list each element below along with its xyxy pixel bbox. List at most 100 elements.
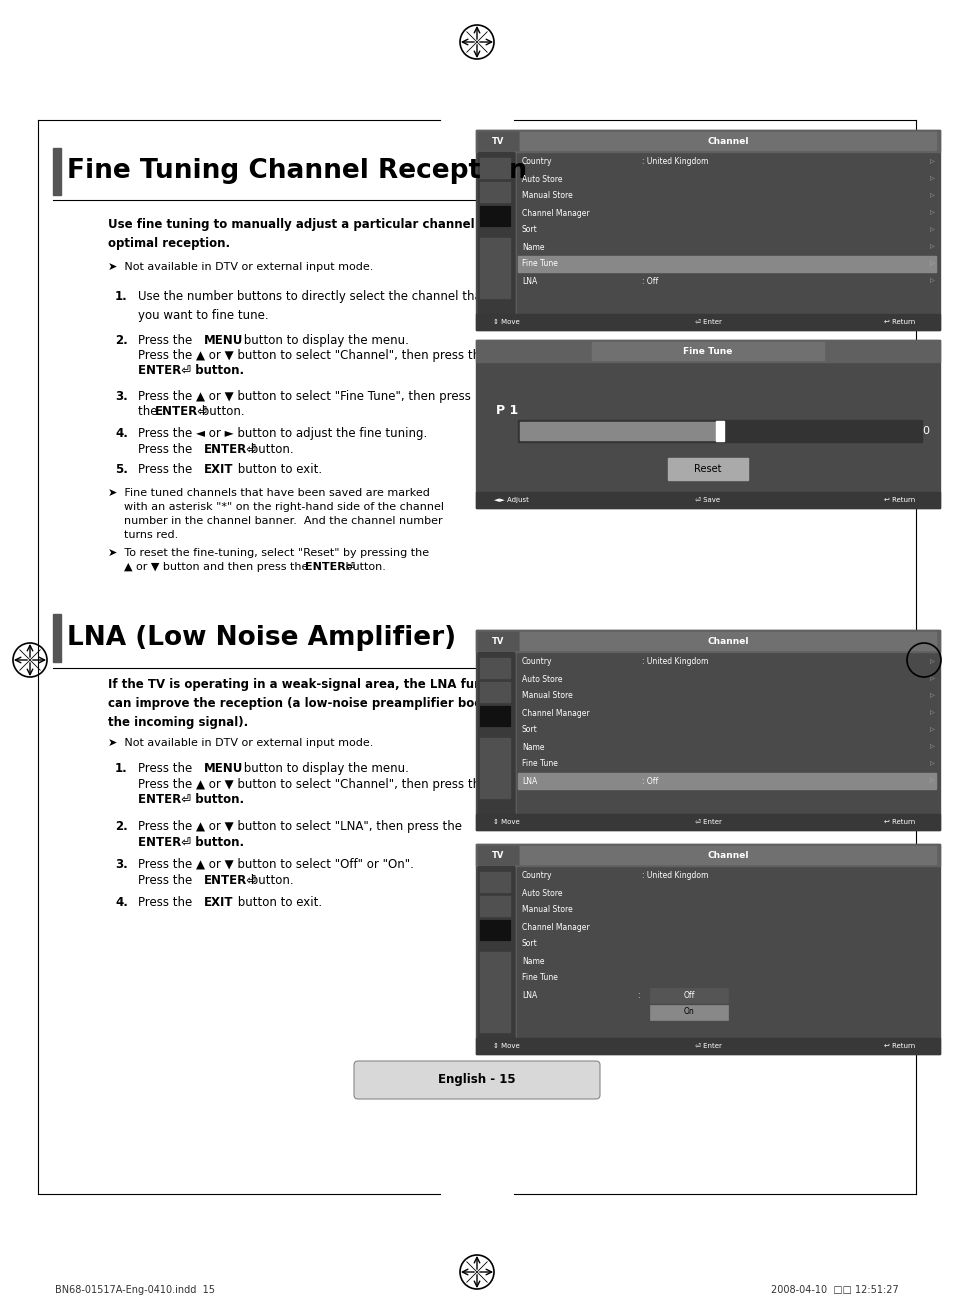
Bar (517, 420, 921, 442)
Text: Channel: Channel (706, 137, 748, 146)
Bar (649, 1005, 727, 1020)
Text: ▷: ▷ (928, 778, 933, 783)
Text: : United Kingdom: : United Kingdom (641, 871, 708, 880)
Text: ▷: ▷ (928, 261, 933, 267)
Text: Manual Store: Manual Store (521, 905, 572, 915)
Text: : United Kingdom: : United Kingdom (641, 158, 708, 167)
Text: Press the: Press the (138, 896, 195, 909)
Bar (477, 131, 517, 150)
Text: button to display the menu.: button to display the menu. (240, 762, 409, 775)
Text: ▷: ▷ (928, 728, 933, 732)
Bar (476, 340, 939, 361)
Text: ▷: ▷ (928, 159, 933, 164)
Text: 4.: 4. (115, 896, 128, 909)
Text: 3.: 3. (115, 390, 128, 403)
Text: ➤  Fine tuned channels that have been saved are marked: ➤ Fine tuned channels that have been sav… (108, 487, 430, 498)
Text: ⏎ Enter: ⏎ Enter (694, 819, 720, 825)
FancyBboxPatch shape (354, 1060, 599, 1099)
Text: ↩ Return: ↩ Return (883, 497, 915, 503)
Text: Manual Store: Manual Store (521, 192, 572, 201)
Bar (479, 758, 510, 778)
Text: ➤  To reset the fine-tuning, select "Reset" by pressing the: ➤ To reset the fine-tuning, select "Rese… (108, 548, 429, 558)
Bar (716, 420, 723, 442)
Text: with an asterisk "*" on the right-hand side of the channel: with an asterisk "*" on the right-hand s… (124, 502, 443, 512)
Text: Use the number buttons to directly select the channel that
you want to fine tune: Use the number buttons to directly selec… (138, 290, 486, 322)
Text: :: : (637, 991, 639, 1000)
Text: ENTER⏎: ENTER⏎ (204, 443, 257, 456)
Bar (476, 629, 939, 652)
Text: the: the (138, 405, 161, 418)
Text: Press the ▲ or ▼ button to select "Off" or "On".: Press the ▲ or ▼ button to select "Off" … (138, 858, 414, 871)
Text: Channel: Channel (706, 636, 748, 645)
Text: ➤  Not available in DTV or external input mode.: ➤ Not available in DTV or external input… (108, 261, 373, 272)
Text: ▷: ▷ (928, 193, 933, 198)
Text: MENU: MENU (204, 762, 243, 775)
Bar (477, 152, 514, 314)
Text: Channel Manager: Channel Manager (521, 922, 589, 932)
Text: Country: Country (521, 657, 552, 666)
Text: Fine Tune: Fine Tune (521, 759, 558, 769)
Text: Press the ▲ or ▼ button to select "Fine Tune", then press: Press the ▲ or ▼ button to select "Fine … (138, 390, 471, 403)
Text: ⇕ Move: ⇕ Move (492, 819, 518, 825)
Bar (479, 778, 510, 798)
Bar (479, 953, 510, 972)
Text: ▷: ▷ (928, 694, 933, 699)
Text: 1.: 1. (115, 290, 128, 304)
Text: Press the: Press the (138, 762, 195, 775)
Text: ENTER⏎ button.: ENTER⏎ button. (138, 364, 244, 377)
Bar (479, 992, 510, 1012)
Bar (479, 1012, 510, 1031)
Text: ▷: ▷ (928, 244, 933, 250)
Bar (519, 131, 935, 150)
Text: EXIT: EXIT (204, 463, 233, 476)
Text: LNA (Low Noise Amplifier): LNA (Low Noise Amplifier) (67, 625, 456, 650)
Bar (53, 614, 61, 662)
Bar (477, 632, 517, 650)
Text: button.: button. (247, 443, 294, 456)
Bar (479, 920, 510, 940)
Text: Name: Name (521, 742, 544, 752)
Bar (479, 920, 510, 940)
Text: Country: Country (521, 158, 552, 167)
Bar (479, 206, 510, 226)
Text: LNA: LNA (521, 991, 537, 1000)
Bar (517, 256, 935, 272)
Text: ⇕ Move: ⇕ Move (492, 1043, 518, 1049)
Bar (479, 206, 510, 226)
Text: TV: TV (492, 850, 503, 859)
Text: 4.: 4. (115, 427, 128, 440)
Text: Use fine tuning to manually adjust a particular channel for
optimal reception.: Use fine tuning to manually adjust a par… (108, 218, 497, 250)
Text: button to exit.: button to exit. (233, 896, 322, 909)
Text: Press the ◄ or ► button to adjust the fine tuning.: Press the ◄ or ► button to adjust the fi… (138, 427, 427, 440)
Text: number in the channel banner.  And the channel number: number in the channel banner. And the ch… (124, 516, 442, 526)
Bar (477, 846, 517, 865)
Bar (519, 422, 721, 440)
Bar (476, 813, 939, 830)
Bar (479, 258, 510, 279)
Text: Channel Manager: Channel Manager (521, 209, 589, 218)
Text: ▷: ▷ (928, 660, 933, 665)
Text: MENU: MENU (204, 334, 243, 347)
Text: Press the ▲ or ▼ button to select "LNA", then press the: Press the ▲ or ▼ button to select "LNA",… (138, 820, 461, 833)
Bar (476, 491, 939, 509)
Text: Press the: Press the (138, 463, 195, 476)
Bar (479, 158, 510, 177)
Bar (476, 1038, 939, 1054)
Text: ⏎ Enter: ⏎ Enter (694, 1043, 720, 1049)
Text: ENTER⏎ button.: ENTER⏎ button. (138, 836, 244, 849)
Text: ↩ Return: ↩ Return (883, 1043, 915, 1049)
Text: If the TV is operating in a weak-signal area, the LNA function
can improve the r: If the TV is operating in a weak-signal … (108, 678, 515, 729)
Text: Channel: Channel (706, 850, 748, 859)
Text: ⇕ Move: ⇕ Move (492, 319, 518, 325)
Text: 2008-04-10  □□ 12:51:27: 2008-04-10 □□ 12:51:27 (770, 1285, 898, 1296)
Bar (476, 844, 939, 866)
Bar (479, 279, 510, 298)
Bar (649, 988, 727, 1003)
Text: ENTER⏎ button.: ENTER⏎ button. (138, 794, 244, 805)
Bar (667, 459, 747, 480)
Bar (479, 706, 510, 727)
Text: Auto Store: Auto Store (521, 175, 562, 184)
Bar (476, 314, 939, 330)
Text: ▷: ▷ (928, 745, 933, 749)
Text: ▲ or ▼ button and then press the: ▲ or ▼ button and then press the (124, 562, 312, 572)
